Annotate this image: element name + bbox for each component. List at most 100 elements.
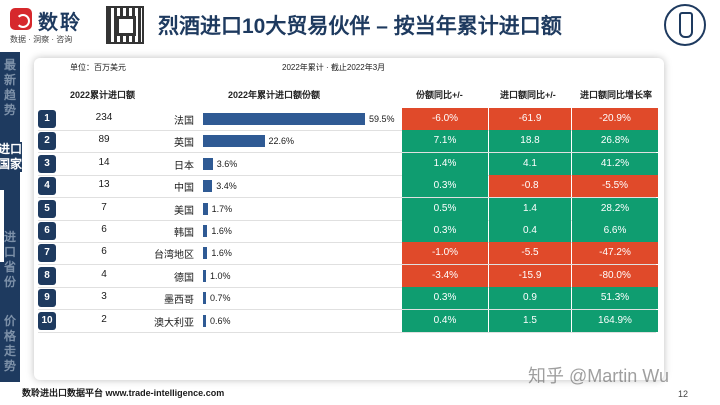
country-name: 中国 [174, 183, 194, 195]
share-bar [203, 225, 208, 237]
rank-badge: 10 [38, 311, 56, 330]
share-yoy-cell: 0.3% [402, 220, 488, 242]
rank-badge: 1 [38, 110, 56, 128]
row-divider [38, 152, 656, 154]
row-divider [38, 242, 656, 243]
share-label: 22.6% [268, 136, 295, 147]
share-yoy-cell: -1.0% [402, 242, 488, 265]
sidebar-active-marker [0, 190, 4, 262]
share-label: 3.6% [216, 158, 238, 169]
growth-cell: 41.2% [572, 152, 658, 175]
page-number: 12 [678, 389, 689, 399]
share-bar [203, 180, 213, 193]
page-title: 烈酒进口10大贸易伙伴 – 按当年累计进口额 [158, 15, 562, 38]
share-label: 0.7% [210, 293, 231, 304]
share-label: 1.6% [211, 248, 232, 259]
share-yoy-cell: 0.3% [402, 175, 488, 198]
rank-badge: 2 [38, 132, 56, 151]
brand-logo-icon [10, 8, 32, 30]
share-yoy-cell: 1.4% [402, 152, 488, 175]
growth-cell: -80.0% [572, 264, 658, 287]
country-name: 墨西哥 [164, 295, 194, 307]
row-divider [38, 197, 656, 199]
import-value: 89 [98, 134, 110, 146]
value-yoy-cell: 4.1 [489, 152, 571, 175]
value-yoy-cell: -5.5 [489, 242, 571, 265]
brand-logo[interactable]: 数聆 数据 · 洞察 · 咨询 [10, 6, 100, 44]
growth-cell: 26.8% [572, 130, 658, 153]
value-yoy-cell: 0.4 [489, 220, 571, 242]
growth-cell: 51.3% [572, 287, 658, 310]
import-value: 4 [101, 268, 107, 280]
col-header-share-yoy: 份额同比+/- [416, 90, 463, 100]
import-value: 14 [98, 156, 110, 168]
row-divider [38, 331, 656, 333]
growth-cell: -47.2% [572, 242, 658, 265]
value-yoy-cell: -15.9 [489, 264, 571, 287]
growth-cell: 164.9% [572, 309, 658, 332]
col-header-value: 2022累计进口额 [70, 90, 136, 100]
country-name: 法国 [174, 116, 194, 127]
rank-badge: 9 [38, 289, 56, 308]
value-yoy-cell: 18.8 [489, 130, 571, 153]
import-value: 6 [101, 224, 107, 235]
rank-badge: 4 [38, 177, 56, 196]
share-label: 1.7% [211, 203, 233, 214]
share-yoy-cell: -3.4% [402, 264, 488, 287]
col-header-growth: 进口额同比增长率 [580, 90, 653, 100]
rank-badge: 8 [38, 266, 56, 285]
col-header-share: 2022年累计进口额份额 [228, 90, 321, 100]
share-yoy-cell: 7.1% [402, 130, 488, 153]
country-name: 德国 [174, 272, 194, 284]
growth-cell: -5.5% [572, 175, 658, 198]
share-bar [203, 202, 208, 215]
import-value: 2 [101, 313, 107, 325]
country-name: 日本 [174, 160, 194, 172]
import-value: 3 [101, 291, 107, 303]
value-yoy-cell: 1.4 [489, 197, 571, 220]
sidebar-item-price[interactable]: 价格走势 [3, 314, 16, 373]
row-divider [38, 286, 656, 288]
row-divider [38, 264, 656, 266]
rank-badge: 3 [38, 154, 56, 173]
country-name: 台湾地区 [154, 250, 194, 262]
share-bar [203, 113, 365, 125]
sidebar: 最新趋势 进口国家 进口省份 价格走势 [0, 52, 23, 382]
share-label: 1.0% [210, 270, 231, 281]
share-yoy-cell: -6.0% [402, 108, 488, 130]
country-name: 澳大利亚 [154, 317, 194, 329]
share-bar [203, 314, 206, 327]
header: 数聆 数据 · 洞察 · 咨询 烈酒进口10大贸易伙伴 – 按当年累计进口额 [0, 0, 720, 48]
row-divider [38, 130, 656, 131]
country-name: 韩国 [174, 228, 194, 239]
row-divider [38, 219, 656, 221]
import-value: 234 [95, 112, 113, 123]
period-label: 2022年累计 · 截止2022年3月 [282, 63, 386, 72]
share-bar [203, 135, 265, 148]
row-divider [38, 309, 656, 311]
share-label: 1.6% [211, 226, 232, 236]
import-value: 13 [98, 179, 110, 191]
watermark: 知乎 @Martin Wu [528, 366, 669, 386]
sidebar-item-countries[interactable]: 进口国家 [0, 142, 23, 172]
country-name: 美国 [174, 205, 194, 217]
value-yoy-cell: -0.8 [489, 175, 571, 198]
share-yoy-cell: 0.4% [402, 309, 488, 332]
rank-badge: 7 [38, 244, 56, 263]
share-bar [203, 292, 206, 305]
sidebar-item-provinces[interactable]: 进口省份 [3, 230, 16, 289]
value-yoy-cell: -61.9 [489, 108, 571, 130]
qr-code-icon [106, 6, 144, 44]
share-yoy-cell: 0.3% [402, 287, 488, 310]
share-bar [203, 157, 213, 170]
col-header-value-yoy: 进口额同比+/- [500, 90, 556, 100]
value-yoy-cell: 0.9 [489, 287, 571, 310]
liquor-bottle-icon [664, 4, 706, 46]
share-yoy-cell: 0.5% [402, 197, 488, 220]
footer-text: 数聆进出口数据平台 www.trade-intelligence.com [22, 388, 225, 398]
country-name: 英国 [174, 138, 194, 150]
row-divider [38, 174, 656, 176]
import-value: 7 [101, 201, 107, 213]
sidebar-item-trend[interactable]: 最新趋势 [3, 58, 16, 117]
share-label: 3.4% [216, 181, 237, 192]
